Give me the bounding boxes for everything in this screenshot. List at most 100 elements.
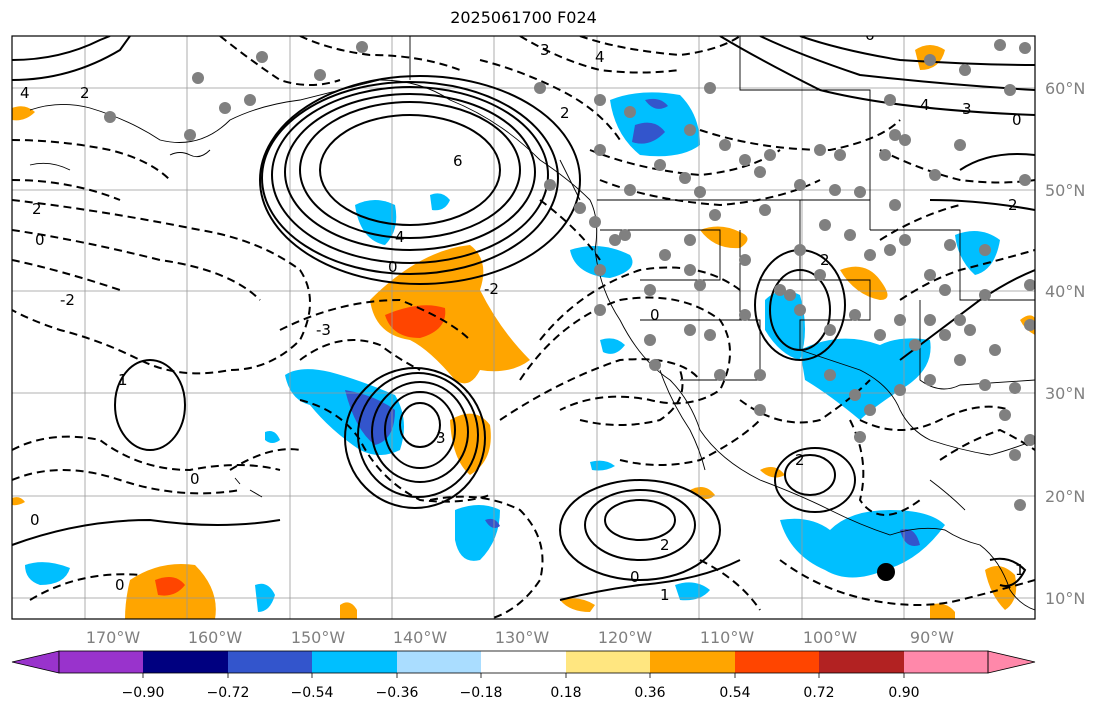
contour-label: 3 (962, 100, 972, 118)
station-dot (739, 254, 751, 266)
positive-contours (12, 36, 1035, 601)
negative-anomaly-patch (25, 562, 70, 585)
station-dot (1019, 42, 1031, 54)
positive-anomaly-patch (370, 245, 530, 384)
colorbar-segment (481, 651, 566, 673)
station-dot (1014, 499, 1026, 511)
station-dot (192, 72, 204, 84)
positive-anomaly-patch (840, 266, 888, 300)
station-dot (889, 129, 901, 141)
negative-anomaly-patch (675, 582, 710, 601)
colorbar-segment (397, 651, 481, 673)
lon-label: 130°W (495, 628, 550, 647)
station-dot (256, 51, 268, 63)
lon-label: 140°W (393, 628, 448, 647)
colorbar-segment (312, 651, 397, 673)
station-dot (644, 334, 656, 346)
station-dot (574, 202, 586, 214)
station-dot (854, 186, 866, 198)
station-dot (864, 249, 876, 261)
contour-label: 0 (388, 258, 398, 276)
station-dot (829, 184, 841, 196)
coastlines (29, 36, 1035, 611)
station-dot (814, 144, 826, 156)
contour-label: -2 (60, 291, 75, 309)
negative-anomaly-patch (955, 231, 1000, 275)
colorbar-segment (904, 651, 988, 673)
station-dot (924, 269, 936, 281)
lat-label: 60°N (1045, 79, 1085, 98)
station-dot (794, 304, 806, 316)
station-dot (979, 289, 991, 301)
station-dot (784, 289, 796, 301)
lon-label: 90°W (910, 628, 954, 647)
longitude-labels: 170°W 160°W 150°W 140°W 130°W 120°W 110°… (86, 628, 954, 647)
station-dot (534, 82, 546, 94)
station-dot (879, 149, 891, 161)
station-dot (849, 389, 861, 401)
station-dot (939, 329, 951, 341)
colorbar-tick-label: −0.90 (122, 685, 165, 701)
lon-label: 150°W (291, 628, 346, 647)
colorbar-segment (228, 651, 312, 673)
station-dot (219, 102, 231, 114)
negative-anomaly-patch (345, 390, 395, 445)
station-dot (884, 244, 896, 256)
colorbar-tick-label: 0.36 (634, 685, 665, 701)
colorbar-segment (650, 651, 735, 673)
colorbar-tick-label: −0.36 (376, 685, 419, 701)
negative-anomaly-patch (265, 431, 280, 443)
station-dot (894, 314, 906, 326)
station-dot (684, 124, 696, 136)
contour-label: 2 (820, 251, 830, 269)
contour-label: 0 (115, 576, 125, 594)
negative-anomaly-patch (430, 193, 450, 211)
station-dot (889, 199, 901, 211)
station-dot (684, 234, 696, 246)
colorbar-segment (735, 651, 819, 673)
contour-label: 3 (436, 429, 446, 447)
negative-anomaly-patch (632, 122, 665, 144)
lat-label: 10°N (1045, 589, 1085, 608)
station-markers (104, 39, 1035, 511)
station-dot (719, 139, 731, 151)
contour-label: -2 (484, 280, 499, 298)
station-dot (1024, 434, 1035, 446)
station-dot (679, 172, 691, 184)
station-dot (759, 204, 771, 216)
negative-contours (12, 36, 1035, 619)
contour-label: -3 (316, 321, 331, 339)
station-dot (979, 379, 991, 391)
station-dot (659, 249, 671, 261)
station-dot (899, 134, 911, 146)
station-dot (754, 369, 766, 381)
contour-label: 6 (865, 26, 875, 44)
station-dot (619, 229, 631, 241)
station-dot (849, 309, 861, 321)
contour-label: 2 (80, 84, 90, 102)
station-dot (814, 269, 826, 281)
station-dot (794, 179, 806, 191)
station-dot (964, 324, 976, 336)
contour-label: 2 (560, 104, 570, 122)
station-dot (819, 219, 831, 231)
contour-labels: 6 4 0 -3 -2 3 1 -2 0 0 2 2 2 6 4 3 0 2 3… (20, 26, 1025, 604)
lon-label: 170°W (86, 628, 141, 647)
lat-label: 40°N (1045, 282, 1085, 301)
station-dot (739, 309, 751, 321)
contour-label: 1 (118, 371, 128, 389)
positive-anomaly-patch (760, 466, 785, 478)
station-dot (754, 166, 766, 178)
lon-label: 160°W (188, 628, 243, 647)
negative-anomaly-patch (900, 529, 920, 546)
graticule (12, 36, 1035, 619)
station-dot (594, 304, 606, 316)
station-dot (939, 284, 951, 296)
contour-label: 0 (30, 511, 40, 529)
station-dot (774, 284, 786, 296)
colorbar-tick-label: −0.72 (207, 685, 250, 701)
contour-label: 2 (1008, 196, 1018, 214)
station-dot (979, 244, 991, 256)
negative-anomaly-patch (355, 200, 397, 245)
station-dot (954, 314, 966, 326)
